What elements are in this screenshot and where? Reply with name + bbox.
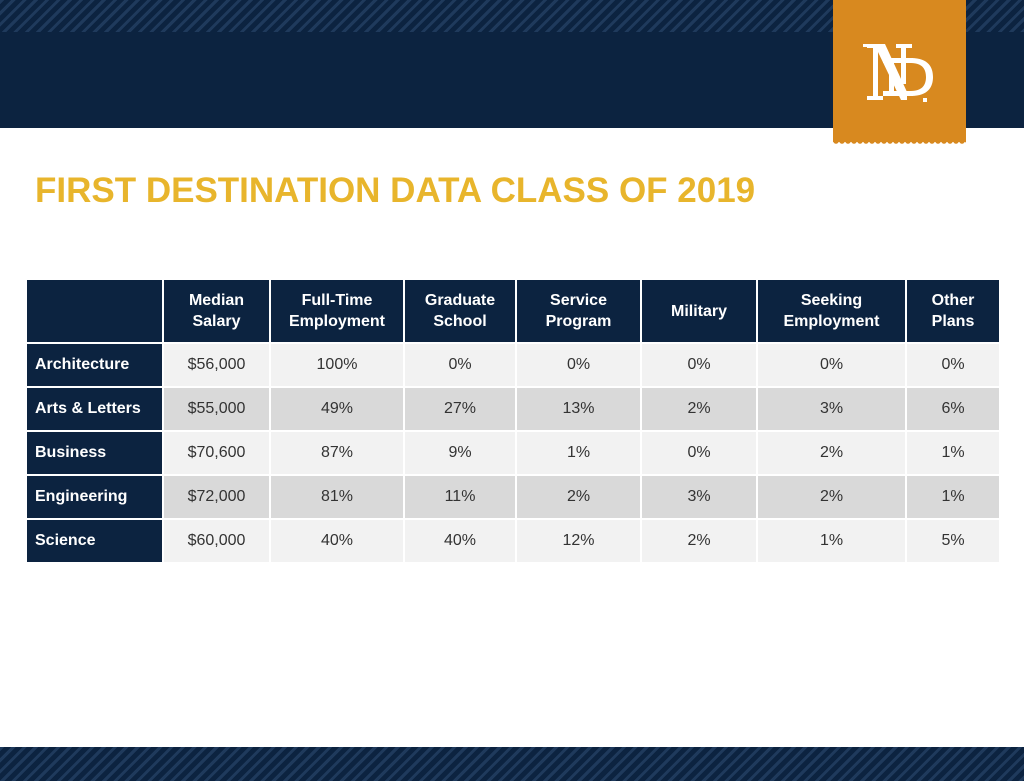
- table-cell: 0%: [758, 344, 905, 386]
- nd-monogram-icon: .: [863, 44, 933, 102]
- table-cell: 2%: [642, 388, 756, 430]
- column-header-military: Military: [642, 280, 756, 342]
- table-cell: 0%: [642, 432, 756, 474]
- column-header-median-salary: Median Salary: [164, 280, 269, 342]
- column-header-graduate-school: Graduate School: [405, 280, 515, 342]
- table-cell: 40%: [405, 520, 515, 562]
- table-cell: 0%: [405, 344, 515, 386]
- row-label: Arts & Letters: [27, 388, 162, 430]
- table-cell: 2%: [758, 432, 905, 474]
- table-cell: 12%: [517, 520, 640, 562]
- column-header-other-plans: Other Plans: [907, 280, 999, 342]
- row-label: Science: [27, 520, 162, 562]
- table-cell: 1%: [758, 520, 905, 562]
- table-cell: 3%: [642, 476, 756, 518]
- table-cell: 1%: [907, 476, 999, 518]
- table-cell: 0%: [642, 344, 756, 386]
- table-row: Architecture $56,000 100% 0% 0% 0% 0% 0%: [27, 344, 999, 386]
- table-row: Business $70,600 87% 9% 1% 0% 2% 1%: [27, 432, 999, 474]
- table-cell: $56,000: [164, 344, 269, 386]
- table-cell: 40%: [271, 520, 403, 562]
- table-cell: 0%: [907, 344, 999, 386]
- table-cell: 27%: [405, 388, 515, 430]
- bottom-stripe-pattern: [0, 747, 1024, 781]
- table-row: Engineering $72,000 81% 11% 2% 3% 2% 1%: [27, 476, 999, 518]
- table-cell: $55,000: [164, 388, 269, 430]
- column-header-seeking-employment: Seeking Employment: [758, 280, 905, 342]
- destination-data-table: Median Salary Full-Time Employment Gradu…: [25, 278, 1001, 564]
- header-row: Median Salary Full-Time Employment Gradu…: [27, 280, 999, 342]
- table-cell: 1%: [907, 432, 999, 474]
- table-cell: 1%: [517, 432, 640, 474]
- logo-tab: .: [833, 0, 966, 146]
- table-cell: 100%: [271, 344, 403, 386]
- row-label: Engineering: [27, 476, 162, 518]
- row-label: Business: [27, 432, 162, 474]
- table-cell: 87%: [271, 432, 403, 474]
- table-cell: $60,000: [164, 520, 269, 562]
- table-cell: 3%: [758, 388, 905, 430]
- page-title: FIRST DESTINATION DATA CLASS OF 2019: [35, 171, 756, 210]
- table-cell: 81%: [271, 476, 403, 518]
- table-cell: 13%: [517, 388, 640, 430]
- table-cell: 2%: [758, 476, 905, 518]
- row-label: Architecture: [27, 344, 162, 386]
- table-cell: 0%: [517, 344, 640, 386]
- table-row: Science $60,000 40% 40% 12% 2% 1% 5%: [27, 520, 999, 562]
- table-cell: 5%: [907, 520, 999, 562]
- corner-cell: [27, 280, 162, 342]
- column-header-full-time-employment: Full-Time Employment: [271, 280, 403, 342]
- table-cell: $72,000: [164, 476, 269, 518]
- column-header-service-program: Service Program: [517, 280, 640, 342]
- table-cell: 49%: [271, 388, 403, 430]
- table-cell: 2%: [517, 476, 640, 518]
- table-cell: 2%: [642, 520, 756, 562]
- table-row: Arts & Letters $55,000 49% 27% 13% 2% 3%…: [27, 388, 999, 430]
- table-cell: 6%: [907, 388, 999, 430]
- table-cell: 11%: [405, 476, 515, 518]
- table-cell: $70,600: [164, 432, 269, 474]
- table-cell: 9%: [405, 432, 515, 474]
